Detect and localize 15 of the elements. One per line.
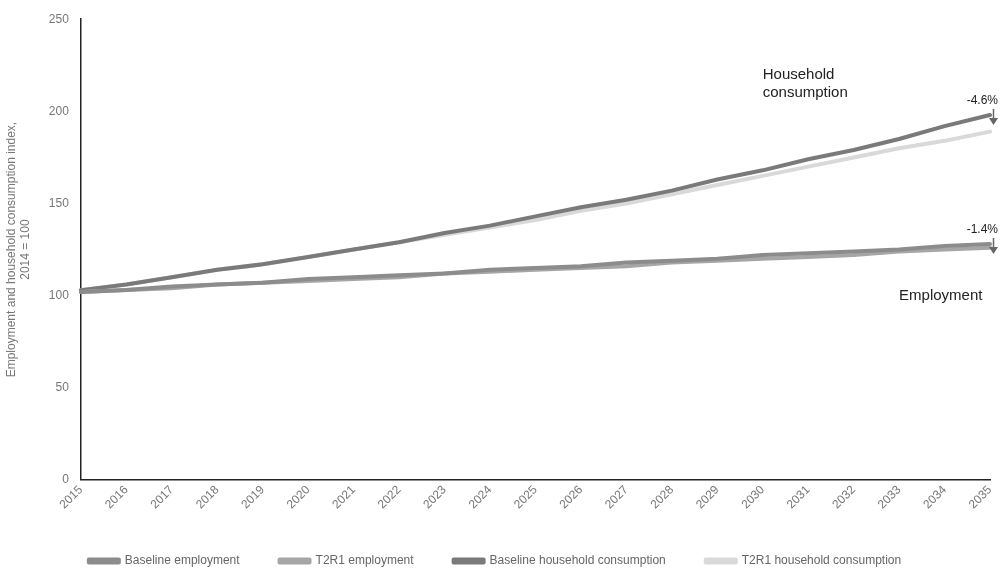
y-tick-label: 250	[48, 11, 70, 26]
y-tick-label: 50	[55, 380, 70, 395]
annotation: -4.6%	[966, 93, 999, 108]
legend-label: Baseline employment	[124, 553, 241, 568]
legend-label: Baseline household consumption	[489, 553, 666, 568]
y-tick-label: 150	[48, 195, 70, 210]
y-tick-label: 100	[48, 287, 70, 302]
legend-label: T2R1 household consumption	[741, 553, 902, 568]
y-tick-label: 200	[48, 103, 70, 118]
y-tick-label: 0	[62, 472, 70, 487]
annotation: Household consumption	[762, 64, 848, 100]
annotation: Employment	[899, 285, 984, 303]
annotation: -1.4%	[966, 222, 999, 237]
y-axis-title: Employment and household consumption index, 2014 = 100	[3, 121, 32, 378]
legend-label: T2R1 employment	[315, 553, 415, 568]
